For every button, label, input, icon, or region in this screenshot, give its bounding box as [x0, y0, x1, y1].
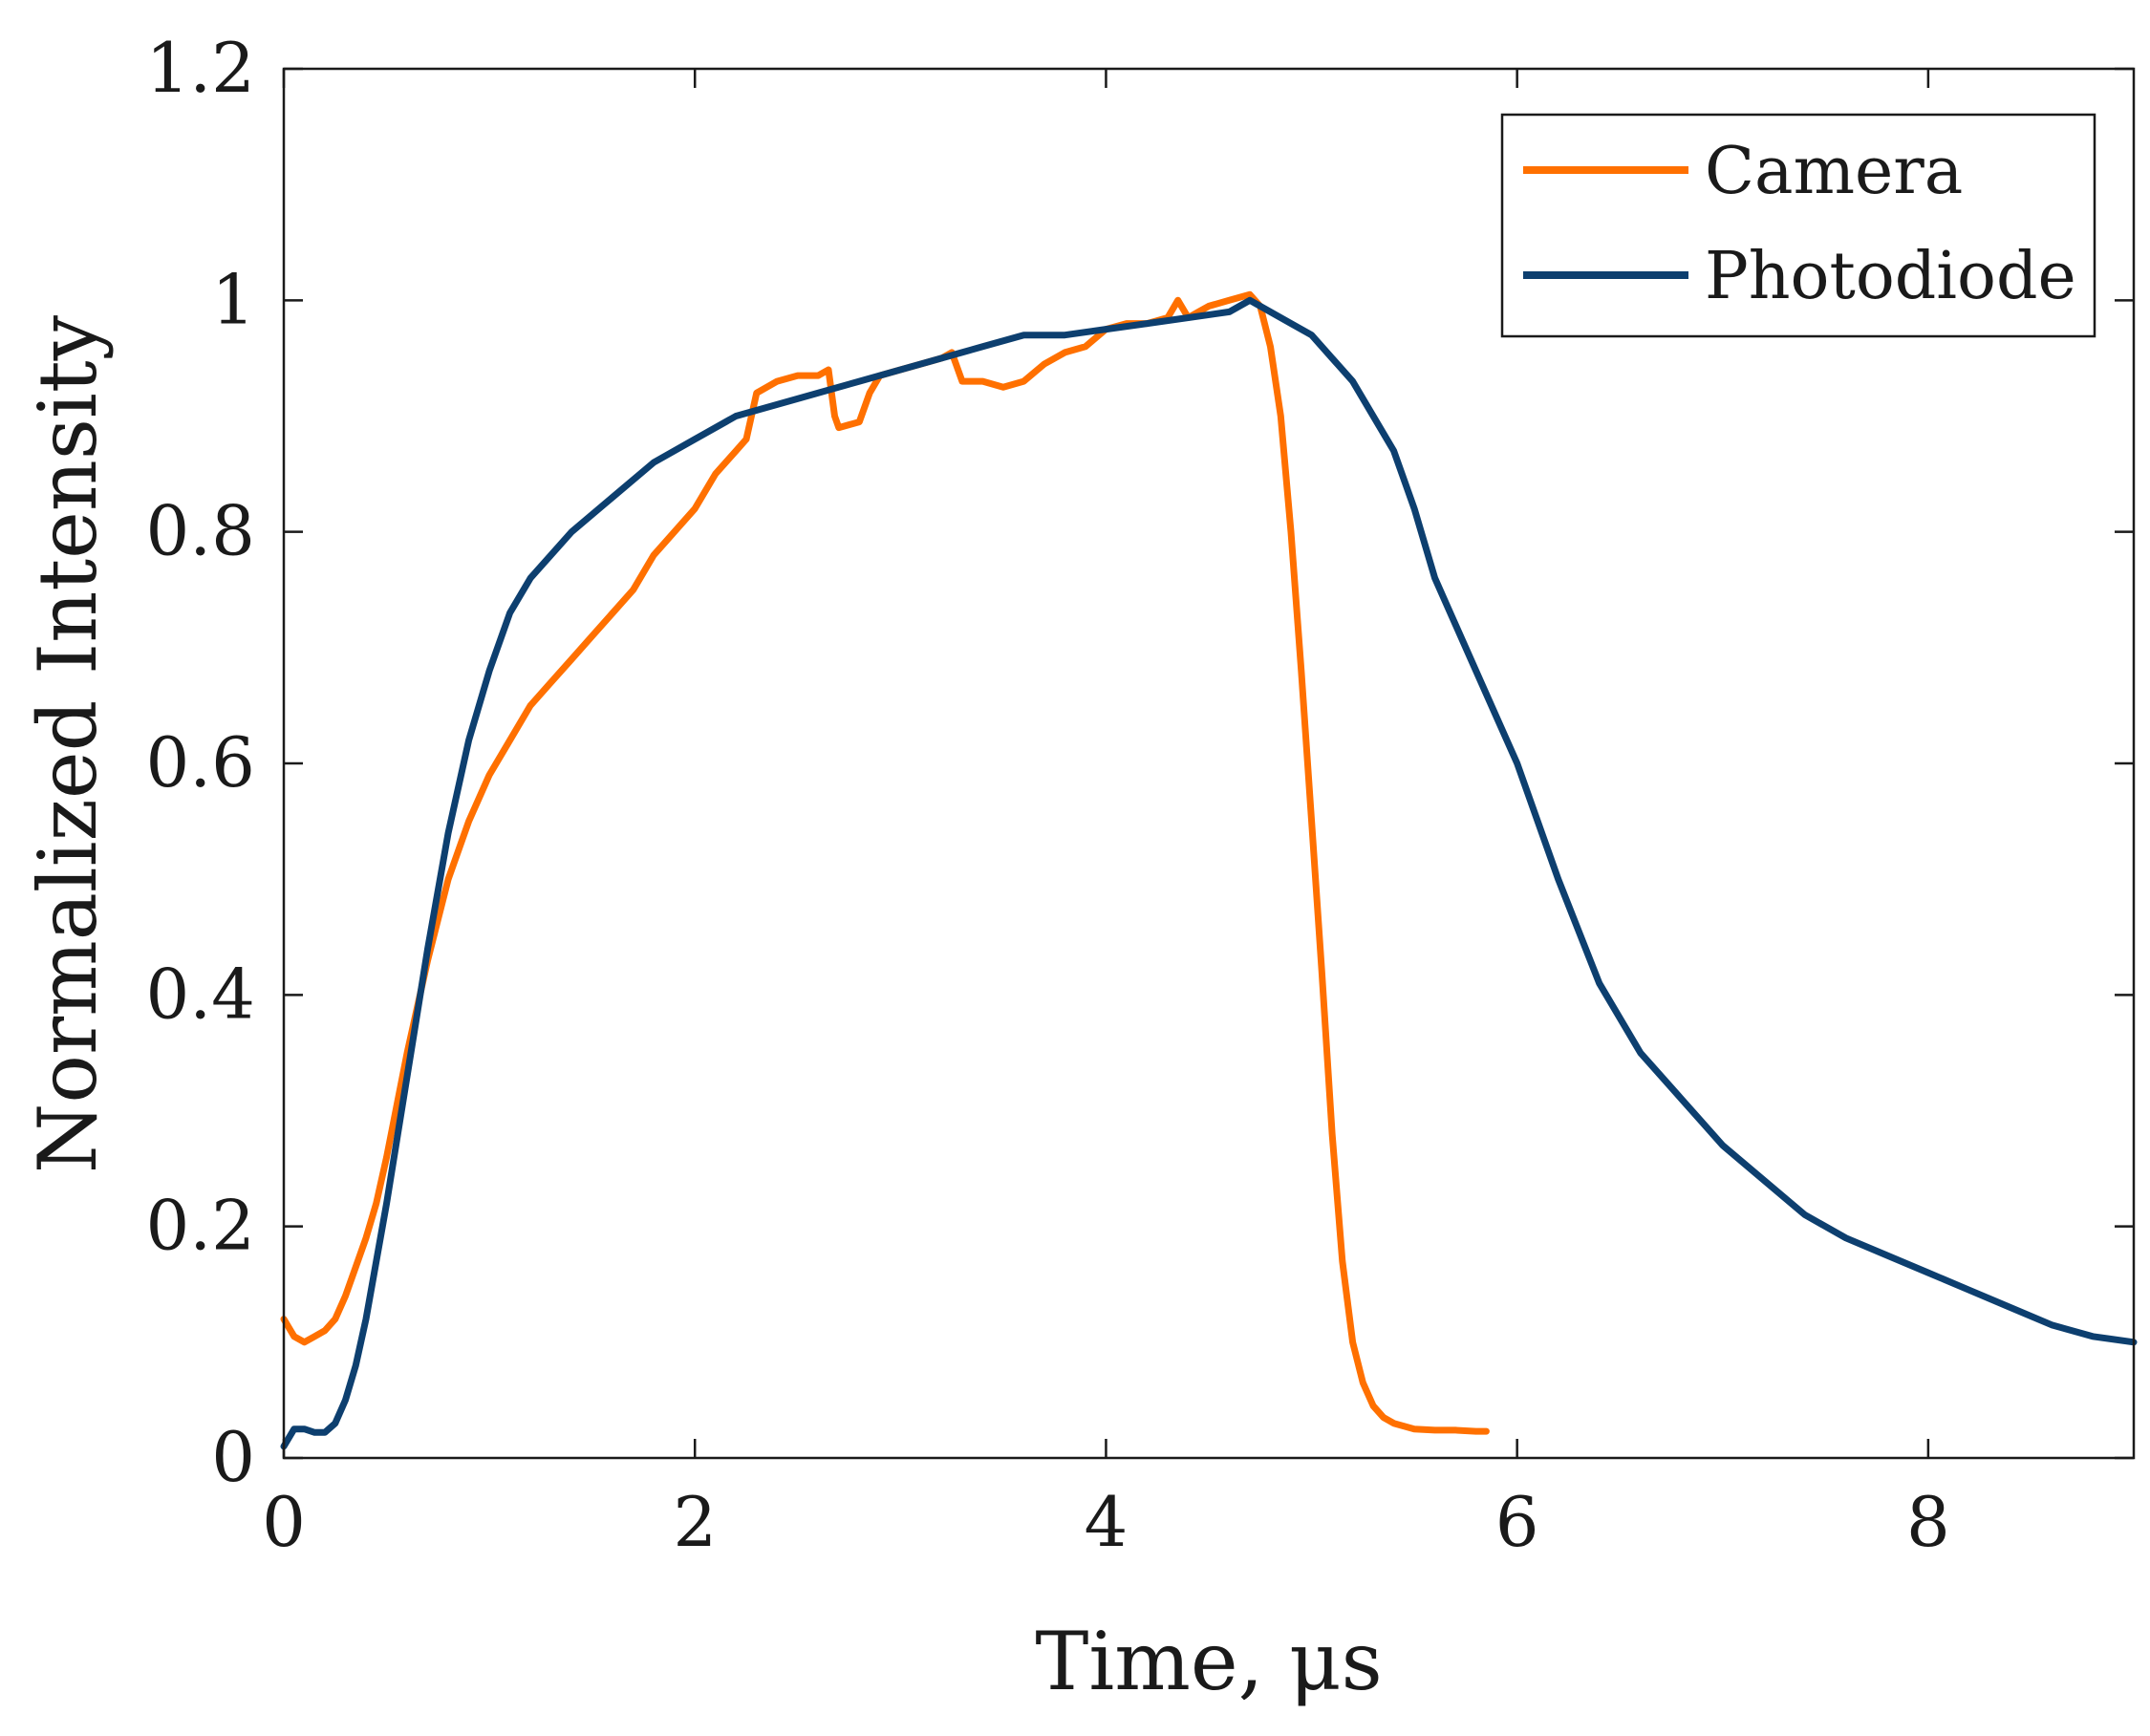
y-tick-label: 0.2 — [145, 1186, 255, 1266]
x-axis-label: Time, μs — [1035, 1615, 1382, 1708]
axis-tick-labels: 0 2 4 6 8 0 0.2 0.4 0.6 0.8 1 1.2 — [145, 28, 1949, 1562]
y-tick-label: 0.6 — [145, 722, 255, 803]
legend: Camera Photodiode — [1500, 113, 2096, 338]
y-tick-label: 0 — [211, 1417, 255, 1497]
x-tick-label: 2 — [673, 1482, 717, 1562]
y-tick-label: 0.4 — [145, 954, 255, 1034]
series-line-camera — [280, 290, 1490, 1435]
series-lines — [280, 290, 2138, 1450]
x-tick-label: 6 — [1495, 1482, 1539, 1562]
x-tick-label: 0 — [262, 1482, 306, 1562]
series-line-photodiode — [280, 296, 2138, 1450]
x-tick-label: 4 — [1085, 1482, 1129, 1562]
axis-ticks — [282, 67, 2134, 1460]
x-tick-label: 8 — [1906, 1482, 1950, 1562]
y-tick-label: 0.8 — [145, 491, 255, 571]
y-tick-label: 1 — [211, 259, 255, 339]
legend-label-camera: Camera — [1705, 134, 1963, 209]
y-axis-label: Normalized Intensity — [21, 314, 115, 1173]
legend-label-photodiode: Photodiode — [1705, 239, 2076, 314]
legend-box — [1500, 113, 2096, 338]
y-tick-label: 1.2 — [145, 28, 255, 108]
